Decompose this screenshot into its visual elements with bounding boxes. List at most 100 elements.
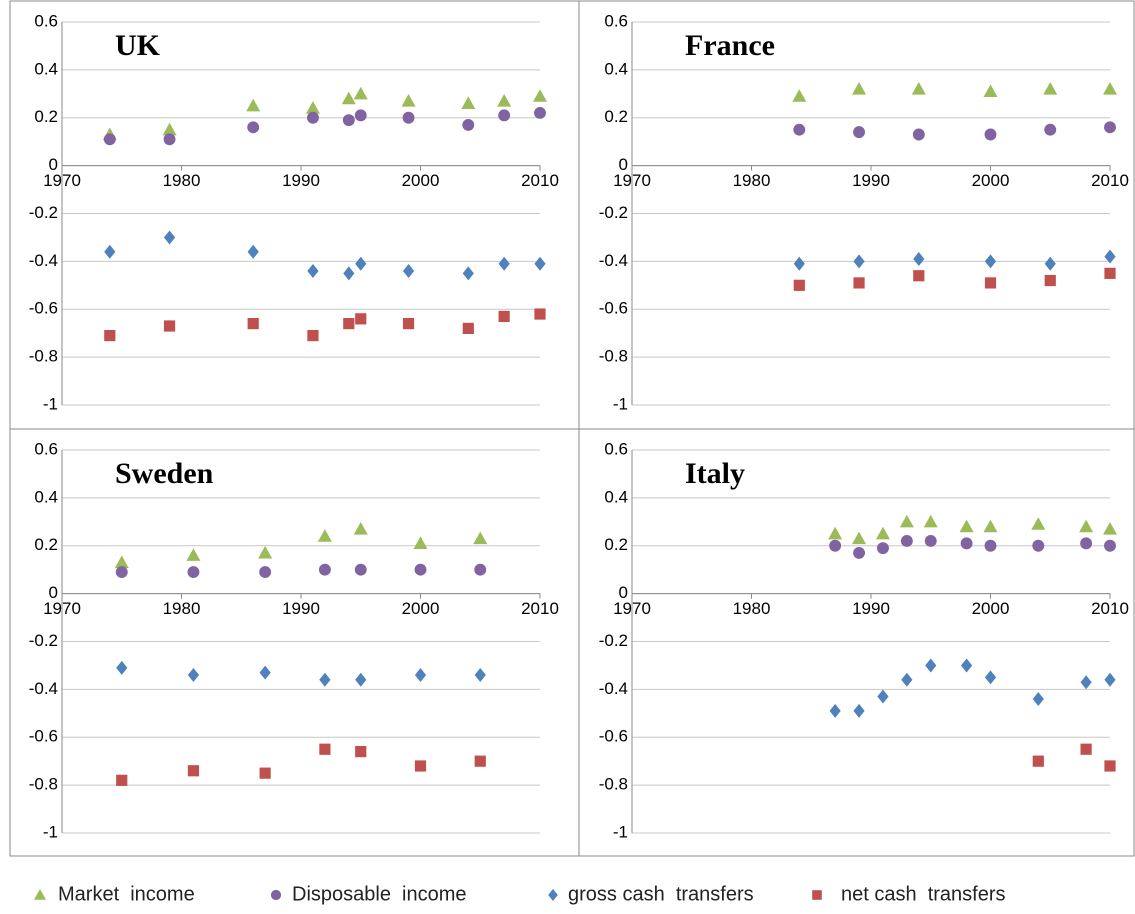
y-tick-label: -0.4 bbox=[599, 251, 628, 270]
marker-circle bbox=[924, 535, 937, 547]
marker-triangle bbox=[317, 529, 332, 542]
x-tick-label: 1970 bbox=[43, 171, 81, 190]
marker-triangle bbox=[305, 101, 320, 114]
y-tick-label: -0.8 bbox=[29, 347, 58, 366]
marker-diamond bbox=[877, 689, 889, 704]
x-tick-label: 2010 bbox=[1091, 599, 1129, 618]
marker-diamond bbox=[259, 665, 271, 680]
marker-triangle bbox=[353, 521, 368, 535]
y-tick-label: 0.2 bbox=[604, 107, 628, 126]
y-tick-label: 0.6 bbox=[34, 11, 58, 30]
legend-marker bbox=[270, 889, 282, 901]
marker-triangle bbox=[114, 555, 129, 569]
y-tick-label: 0.4 bbox=[34, 487, 58, 506]
marker-circle bbox=[354, 109, 367, 122]
marker-square bbox=[187, 765, 200, 777]
legend-marker bbox=[34, 889, 46, 900]
y-tick-label: 0 bbox=[49, 583, 58, 602]
y-tick-label: -0.8 bbox=[29, 775, 58, 794]
panel-border bbox=[578, 0, 1135, 430]
x-tick-label: 2000 bbox=[972, 599, 1010, 618]
marker-diamond bbox=[793, 256, 805, 271]
marker-diamond bbox=[1032, 691, 1044, 706]
x-tick-label: 1970 bbox=[613, 599, 651, 618]
y-tick-label: -0.2 bbox=[29, 203, 58, 222]
marker-square bbox=[1104, 760, 1116, 772]
marker-square bbox=[1044, 274, 1056, 287]
marker-square bbox=[498, 310, 510, 323]
y-tick-label: -0.8 bbox=[599, 775, 628, 794]
marker-diamond bbox=[925, 658, 937, 673]
marker-square bbox=[1032, 755, 1044, 767]
marker-circle bbox=[793, 123, 806, 136]
legend-label: gross cash transfers bbox=[568, 883, 754, 905]
y-tick-label: 0.4 bbox=[604, 487, 628, 506]
marker-circle bbox=[247, 121, 260, 134]
marker-triangle bbox=[497, 93, 512, 107]
x-tick-label: 1980 bbox=[163, 599, 201, 618]
x-tick-label: 1990 bbox=[852, 599, 890, 618]
marker-circle bbox=[462, 118, 475, 131]
marker-square bbox=[116, 774, 128, 786]
marker-diamond bbox=[307, 263, 319, 278]
marker-circle bbox=[984, 539, 997, 552]
marker-triangle bbox=[246, 98, 261, 112]
marker-triangle bbox=[852, 531, 867, 545]
marker-triangle bbox=[1043, 82, 1058, 95]
marker-square bbox=[534, 308, 546, 320]
marker-triangle bbox=[1031, 517, 1046, 530]
marker-triangle bbox=[162, 122, 177, 136]
marker-circle bbox=[354, 563, 367, 576]
marker-diamond bbox=[163, 230, 176, 245]
marker-circle bbox=[115, 566, 128, 579]
marker-square bbox=[1080, 743, 1092, 755]
marker-circle bbox=[853, 546, 865, 559]
marker-circle bbox=[1032, 539, 1045, 552]
legend-label: Market income bbox=[58, 883, 195, 905]
panel-title: France bbox=[685, 29, 775, 62]
marker-triangle bbox=[353, 86, 368, 100]
x-tick-label: 2010 bbox=[521, 599, 559, 618]
x-tick-label: 2000 bbox=[402, 599, 440, 618]
y-tick-label: 0.4 bbox=[604, 59, 628, 78]
panel-title: Italy bbox=[685, 457, 745, 490]
x-tick-label: 2010 bbox=[521, 171, 559, 190]
y-tick-label: 0 bbox=[619, 583, 628, 602]
marker-circle bbox=[318, 563, 331, 576]
marker-diamond bbox=[1080, 675, 1092, 690]
marker-circle bbox=[912, 128, 925, 141]
marker-triangle bbox=[983, 519, 998, 533]
marker-square bbox=[355, 746, 367, 758]
y-tick-label: -0.2 bbox=[599, 203, 628, 222]
marker-square bbox=[853, 277, 865, 289]
panel-border bbox=[9, 0, 580, 430]
marker-diamond bbox=[319, 672, 331, 687]
legend-marker bbox=[812, 890, 822, 900]
marker-circle bbox=[877, 542, 889, 555]
marker-diamond bbox=[402, 263, 415, 278]
marker-circle bbox=[402, 111, 415, 124]
marker-circle bbox=[1104, 121, 1116, 134]
marker-circle bbox=[103, 133, 116, 146]
marker-diamond bbox=[414, 668, 427, 683]
marker-triangle bbox=[473, 531, 488, 545]
marker-diamond bbox=[901, 672, 913, 687]
marker-triangle bbox=[828, 526, 843, 540]
y-tick-label: -0.4 bbox=[599, 679, 628, 698]
marker-circle bbox=[900, 535, 913, 547]
marker-square bbox=[343, 318, 355, 330]
y-tick-label: -1 bbox=[43, 822, 58, 841]
marker-triangle bbox=[923, 514, 938, 528]
marker-diamond bbox=[984, 254, 997, 269]
y-tick-label: 0 bbox=[49, 155, 58, 174]
marker-diamond bbox=[343, 266, 355, 281]
marker-triangle bbox=[533, 89, 547, 102]
marker-diamond bbox=[498, 256, 510, 271]
panel-title: Sweden bbox=[115, 457, 214, 490]
marker-triangle bbox=[899, 514, 914, 528]
marker-diamond bbox=[187, 668, 200, 683]
marker-square bbox=[307, 329, 319, 342]
marker-diamond bbox=[534, 256, 546, 271]
marker-square bbox=[259, 767, 271, 779]
